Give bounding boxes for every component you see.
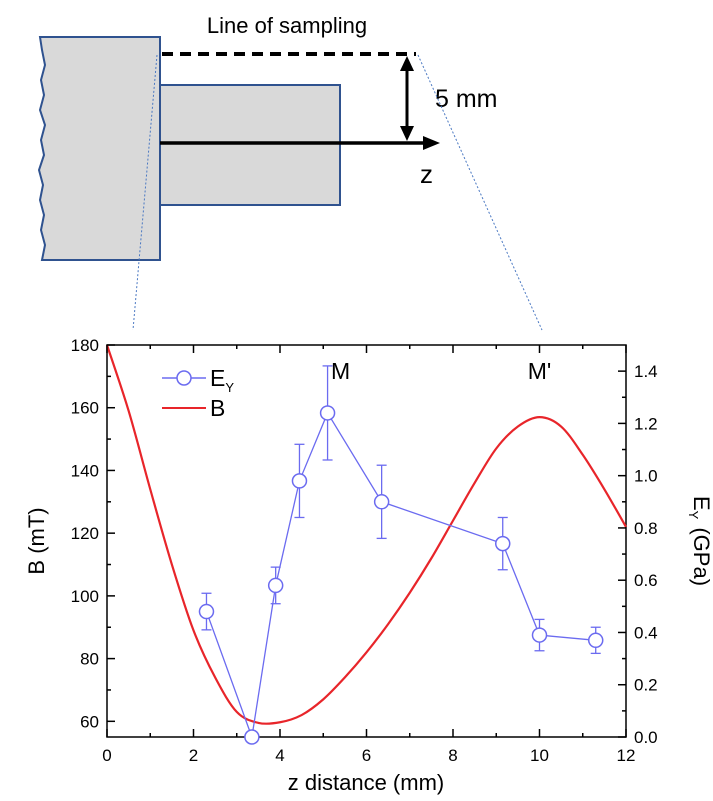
legend-e-label: EY — [210, 365, 234, 395]
y-right-axis-title-base: E — [689, 496, 713, 511]
y-left-tick-label: 160 — [71, 399, 99, 418]
x-ticks: 0 2 4 6 8 10 12 — [102, 345, 635, 765]
legend: EY B — [162, 365, 234, 421]
y-left-tick-label: 140 — [71, 461, 99, 480]
x-axis-title: z distance (mm) — [288, 770, 444, 795]
e-series-layer — [198, 365, 604, 745]
x-tick-label: 8 — [448, 746, 457, 765]
y-right-tick-label: 0.6 — [634, 571, 658, 590]
schematic: Line of sampling 5 mm z — [37, 13, 543, 331]
z-axis-arrow-head — [423, 136, 440, 150]
distance-arrow-head-down — [400, 126, 414, 141]
plot-area-frame — [106, 344, 627, 738]
e-point — [244, 729, 260, 745]
z-axis-label: z — [420, 159, 433, 189]
legend-e-label-sub: Y — [225, 380, 234, 395]
y-left-ticks: 60 80 100 120 140 160 180 — [71, 336, 115, 731]
x-tick-label: 2 — [189, 746, 198, 765]
y-right-tick-label: 0.8 — [634, 519, 658, 538]
e-point — [198, 603, 215, 620]
b-series-layer — [105, 344, 627, 725]
y-left-tick-label: 120 — [71, 524, 99, 543]
annotation-m-prime: M' — [528, 358, 552, 384]
sampling-label: Line of sampling — [207, 13, 367, 38]
legend-e-marker — [176, 370, 192, 386]
y-right-tick-label: 1.4 — [634, 362, 658, 381]
b-curve — [105, 344, 627, 725]
y-right-tick-label: 0.4 — [634, 623, 658, 642]
e-point — [531, 627, 548, 643]
e-point — [494, 535, 511, 552]
specimen-base-block — [37, 36, 161, 261]
x-tick-label: 0 — [102, 746, 111, 765]
x-tick-label: 6 — [362, 746, 371, 765]
y-left-axis-title: B (mT) — [24, 507, 49, 574]
y-left-tick-label: 100 — [71, 587, 99, 606]
y-right-axis-title-unit: (GPa) — [689, 527, 713, 586]
y-right-tick-label: 0.2 — [634, 676, 658, 695]
distance-label: 5 mm — [435, 85, 498, 113]
x-tick-label: 4 — [275, 746, 284, 765]
e-point — [319, 405, 336, 421]
e-point — [267, 577, 284, 594]
e-point — [587, 632, 604, 649]
distance-arrow-head-up — [400, 56, 414, 71]
y-left-tick-label: 180 — [71, 336, 99, 355]
specimen-step — [159, 84, 341, 206]
y-left-tick-label: 60 — [80, 712, 99, 731]
y-right-tick-label: 1.2 — [634, 414, 658, 433]
legend-b-label: B — [210, 395, 225, 421]
e-line — [205, 411, 596, 738]
y-right-tick-label: 1.0 — [634, 467, 658, 486]
x-tick-label: 12 — [617, 746, 636, 765]
y-right-ticks: 0.0 0.2 0.4 0.6 0.8 1.0 1.2 1.4 — [618, 362, 658, 747]
y-left-tick-label: 80 — [80, 650, 99, 669]
annotation-m: M — [331, 358, 350, 384]
e-point — [373, 494, 390, 510]
y-right-axis-title: EY (GPa) — [686, 496, 713, 586]
y-right-axis-title-sub: Y — [686, 511, 701, 520]
x-tick-label: 10 — [530, 746, 549, 765]
legend-e-label-base: E — [210, 365, 225, 391]
e-point — [291, 473, 308, 489]
y-right-tick-label: 0.0 — [634, 728, 658, 747]
